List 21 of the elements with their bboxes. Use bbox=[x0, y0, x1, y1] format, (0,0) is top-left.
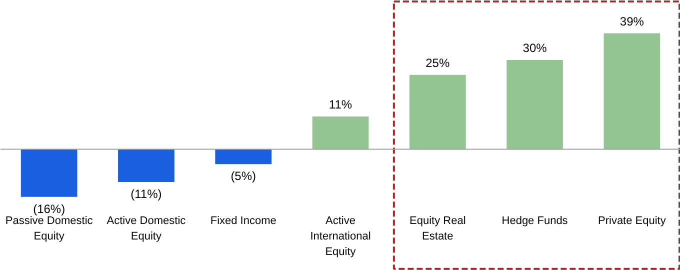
x-tick-label: Fixed Income bbox=[210, 214, 276, 227]
data-label: (16%) bbox=[33, 202, 66, 216]
bar bbox=[409, 74, 466, 150]
bar bbox=[118, 149, 174, 182]
x-tick-label: Equity Real Estate bbox=[410, 214, 466, 242]
x-tick-label: Private Equity bbox=[598, 214, 666, 227]
data-label: (5%) bbox=[230, 169, 256, 184]
data-label: 39% bbox=[620, 14, 644, 28]
x-tick-label: Passive Domestic Equity bbox=[5, 214, 94, 242]
bar bbox=[20, 149, 78, 197]
x-tick-label: Hedge Funds bbox=[502, 214, 568, 227]
bar bbox=[506, 60, 563, 150]
bar bbox=[215, 149, 272, 164]
data-label: (11%) bbox=[130, 186, 162, 201]
bar bbox=[312, 116, 369, 150]
data-label: 25% bbox=[426, 56, 450, 70]
x-tick-label: Active International Equity bbox=[310, 214, 371, 258]
data-label: 11% bbox=[328, 98, 352, 112]
x-tick-label: Active Domestic Equity bbox=[106, 214, 186, 242]
bar bbox=[604, 33, 660, 150]
data-label: 30% bbox=[522, 41, 548, 56]
